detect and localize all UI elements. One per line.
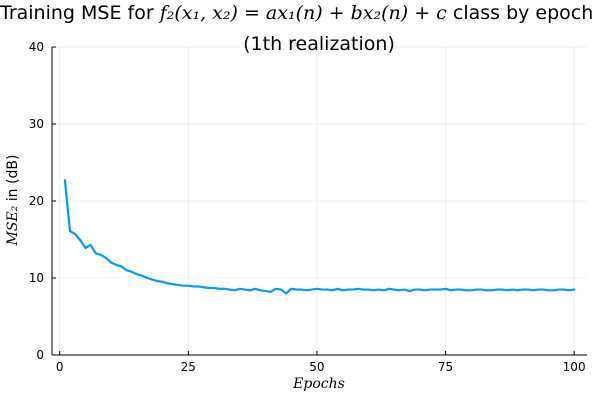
axes bbox=[51, 46, 587, 356]
chart-subtitle: (1th realization) bbox=[243, 33, 395, 55]
y-axis-label: MSE₂ in (dB) bbox=[5, 155, 21, 247]
series-line bbox=[63, 179, 576, 295]
y-tick-label: 0 bbox=[36, 348, 44, 362]
y-tick-label: 30 bbox=[29, 117, 44, 131]
y-tick-label: 10 bbox=[29, 271, 44, 285]
grid bbox=[52, 46, 587, 356]
y-axis-label-text: in (dB) bbox=[5, 155, 21, 206]
chart-title-formula: f₂(x₁, x₂) = ax₁(n) + bx₂(n) + c bbox=[158, 2, 447, 24]
tick-labels: 0 25 50 75 100 0 10 20 30 40 bbox=[29, 40, 586, 374]
y-tick-label: 40 bbox=[29, 40, 44, 54]
y-tick-label: 20 bbox=[29, 194, 44, 208]
chart-title-suffix: class by epoch bbox=[447, 2, 593, 24]
x-tick-label: 25 bbox=[181, 360, 196, 374]
x-tick-label: 75 bbox=[438, 360, 453, 374]
x-axis-label: Epochs bbox=[292, 376, 345, 392]
x-tick-label: 0 bbox=[56, 360, 64, 374]
y-axis-label-math: MSE₂ bbox=[5, 205, 21, 246]
x-tick-label: 50 bbox=[309, 360, 324, 374]
chart-title-prefix: Training MSE for bbox=[0, 2, 160, 24]
chart-title: Training MSE for f₂(x₁, x₂) = ax₁(n) + b… bbox=[0, 2, 593, 24]
series-group bbox=[63, 179, 576, 295]
x-tick-label: 100 bbox=[563, 360, 586, 374]
